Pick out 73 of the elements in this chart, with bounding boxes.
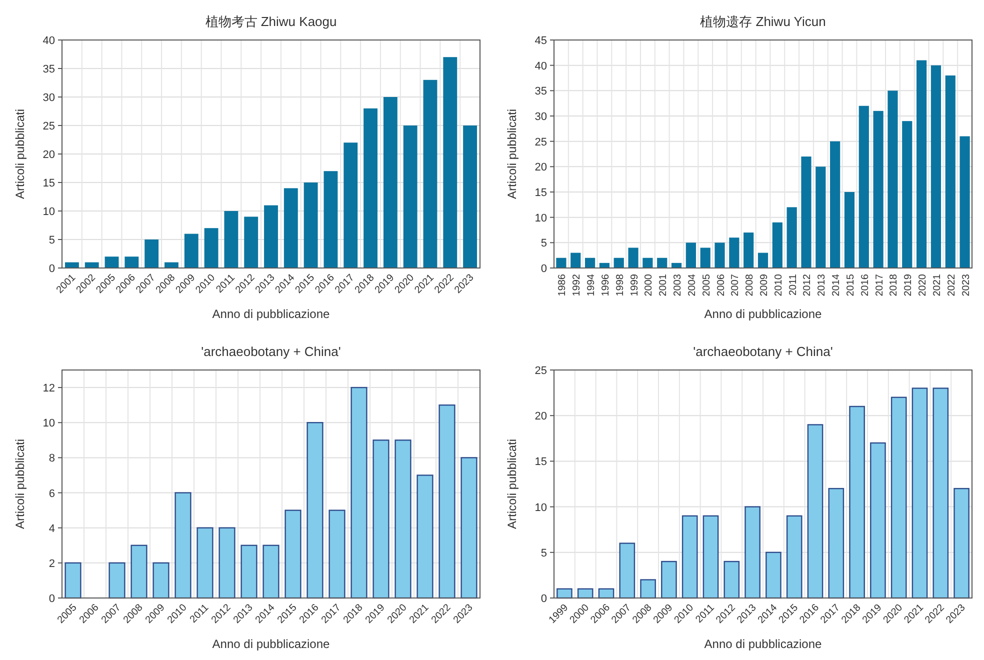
x-tick-label: 2003 — [672, 274, 684, 296]
y-tick-label: 10 — [42, 418, 55, 430]
x-tick-label: 1994 — [586, 274, 598, 296]
x-tick-label: 1999 — [629, 274, 640, 296]
y-tick-label: 25 — [42, 120, 55, 132]
x-tick-label: 2012 — [802, 274, 814, 296]
y-tick-label: 5 — [48, 234, 55, 246]
x-tick-label: 2015 — [845, 274, 856, 296]
x-tick-label: 2008 — [744, 274, 756, 296]
x-tick-label: 2013 — [816, 274, 828, 296]
x-tick-label: 1986 — [557, 274, 568, 296]
x-axis-title: Anno di pubblicazione — [212, 637, 330, 651]
y-axis-title: Articoli pubblicati — [13, 438, 27, 530]
y-tick-label: 25 — [534, 365, 547, 377]
y-tick-label: 15 — [534, 187, 547, 199]
x-tick-label: 2017 — [874, 274, 886, 296]
x-tick-label: 2000 — [644, 274, 655, 296]
x-tick-label: 2007 — [730, 274, 742, 296]
x-tick-label: 2010 — [773, 274, 784, 296]
x-tick-label: 2006 — [716, 274, 727, 296]
x-tick-label: 2016 — [860, 274, 871, 296]
y-tick-label: 20 — [534, 162, 547, 174]
y-axis-title: Articoli pubblicati — [13, 108, 27, 200]
y-tick-label: 40 — [534, 60, 547, 72]
chart-title: 'archaeobotany + China' — [201, 344, 341, 359]
x-axis-title: Anno di pubblicazione — [704, 307, 822, 321]
x-tick-label: 2011 — [788, 274, 799, 296]
y-tick-label: 15 — [42, 178, 55, 190]
y-tick-label: 40 — [42, 35, 55, 47]
x-tick-label: 2009 — [759, 274, 770, 296]
x-tick-label: 2022 — [946, 274, 958, 296]
chart-title: 植物遗存 Zhiwu Yicun — [700, 14, 826, 29]
x-tick-label: 2018 — [888, 274, 900, 296]
y-tick-label: 5 — [540, 547, 547, 560]
y-tick-label: 30 — [42, 92, 55, 104]
x-tick-label: 2005 — [701, 274, 712, 296]
x-tick-label: 1992 — [572, 274, 583, 296]
x-tick-label: 2004 — [686, 274, 698, 296]
y-tick-label: 0 — [540, 593, 547, 605]
x-axis-title: Anno di pubblicazione — [704, 637, 822, 651]
x-tick-label: 1998 — [614, 274, 626, 296]
x-tick-label: 2021 — [932, 274, 943, 296]
x-tick-label: 2020 — [918, 274, 929, 296]
y-axis-title: Articoli pubblicati — [505, 108, 519, 200]
x-tick-label: 1996 — [600, 274, 612, 296]
y-tick-label: 10 — [534, 502, 547, 514]
y-tick-label: 30 — [534, 111, 547, 123]
y-tick-label: 12 — [42, 382, 55, 395]
chart-title: 植物考古 Zhiwu Kaogu — [205, 14, 337, 29]
y-tick-label: 0 — [48, 593, 55, 605]
y-tick-label: 4 — [48, 522, 55, 535]
y-tick-label: 0 — [540, 263, 547, 275]
y-tick-label: 6 — [48, 488, 55, 500]
y-tick-label: 15 — [534, 456, 547, 468]
y-tick-label: 10 — [42, 206, 55, 218]
y-tick-label: 35 — [534, 86, 547, 98]
y-tick-label: 0 — [48, 263, 55, 275]
y-tick-label: 35 — [42, 64, 55, 76]
y-tick-label: 2 — [48, 558, 55, 570]
y-tick-label: 8 — [48, 452, 55, 465]
x-tick-label: 2014 — [831, 274, 842, 296]
x-axis-title: Anno di pubblicazione — [212, 307, 330, 321]
y-tick-label: 20 — [534, 410, 547, 423]
x-tick-label: 2001 — [658, 274, 670, 296]
y-axis-title: Articoli pubblicati — [505, 438, 519, 530]
y-tick-label: 45 — [534, 35, 547, 47]
chart-title: 'archaeobotany + China' — [693, 344, 833, 359]
x-tick-label: 2023 — [960, 274, 972, 296]
y-tick-label: 5 — [540, 238, 547, 250]
y-tick-label: 20 — [42, 149, 55, 161]
y-tick-label: 10 — [534, 212, 547, 224]
y-tick-label: 25 — [534, 136, 547, 148]
x-tick-label: 2019 — [903, 274, 914, 296]
